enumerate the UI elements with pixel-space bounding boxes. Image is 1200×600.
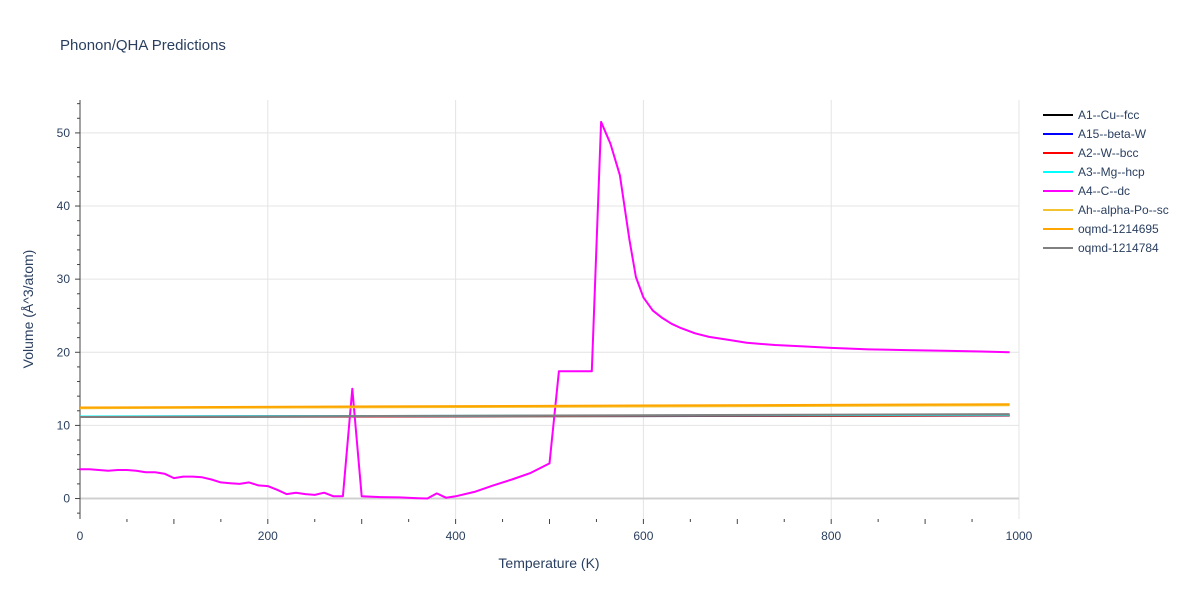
- legend-label: Ah--alpha-Po--sc: [1078, 203, 1169, 217]
- legend-label: oqmd-1214784: [1078, 241, 1159, 255]
- y-axis-label: Volume (Å^3/atom): [20, 250, 36, 369]
- legend-item[interactable]: oqmd-1214784: [1043, 241, 1159, 255]
- x-tick-label: 600: [633, 529, 653, 543]
- legend-label: A15--beta-W: [1078, 127, 1147, 141]
- x-tick-label: 0: [77, 529, 84, 543]
- y-tick-label: 50: [57, 126, 71, 140]
- x-axis-ticks: 0 200 400 600 800 1000: [77, 519, 1033, 543]
- x-axis-label: Temperature (K): [498, 555, 599, 571]
- chart-title: Phonon/QHA Predictions: [60, 37, 226, 54]
- series-line-a4-c-dc[interactable]: [80, 120, 1010, 500]
- legend-label: A4--C--dc: [1078, 184, 1130, 198]
- plot-area[interactable]: [79, 120, 1010, 500]
- x-tick-label: 400: [446, 529, 466, 543]
- x-tick-label: 200: [258, 529, 278, 543]
- y-tick-label: 10: [57, 418, 71, 432]
- series-line-oqmd-1214784[interactable]: [79, 413, 1010, 418]
- series-line-oqmd-1214695[interactable]: [79, 403, 1010, 409]
- legend-item[interactable]: A2--W--bcc: [1043, 146, 1138, 160]
- legend-item[interactable]: A1--Cu--fcc: [1043, 108, 1139, 122]
- x-tick-label: 1000: [1006, 529, 1033, 543]
- legend-item[interactable]: Ah--alpha-Po--sc: [1043, 203, 1169, 217]
- grid: [80, 100, 1020, 519]
- legend-label: A2--W--bcc: [1078, 146, 1138, 160]
- y-tick-label: 0: [63, 492, 70, 506]
- x-tick-label: 800: [821, 529, 841, 543]
- y-tick-label: 20: [57, 345, 71, 359]
- y-axis-ticks: 0 10 20 30 40 50: [57, 103, 80, 514]
- legend-item[interactable]: A3--Mg--hcp: [1043, 165, 1145, 179]
- y-tick-label: 30: [57, 272, 71, 286]
- legend-item[interactable]: A4--C--dc: [1043, 184, 1130, 198]
- legend-item[interactable]: A15--beta-W: [1043, 127, 1147, 141]
- legend-label: oqmd-1214695: [1078, 222, 1159, 236]
- y-tick-label: 40: [57, 199, 71, 213]
- legend-label: A3--Mg--hcp: [1078, 165, 1145, 179]
- legend-label: A1--Cu--fcc: [1078, 108, 1139, 122]
- legend[interactable]: A1--Cu--fcc A15--beta-W A2--W--bcc A3--Mg--…: [1043, 108, 1169, 255]
- legend-item[interactable]: oqmd-1214695: [1043, 222, 1159, 236]
